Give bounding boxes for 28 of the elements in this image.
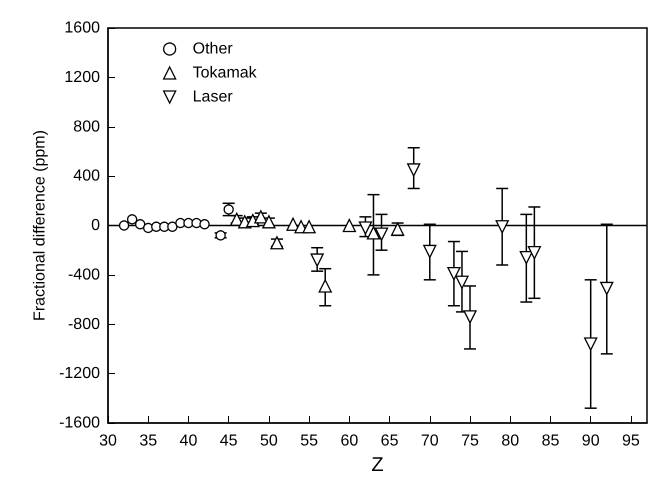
y-tick-label: -800 xyxy=(68,316,100,333)
x-tick-label: 95 xyxy=(622,432,640,450)
legend-label: Tokamak xyxy=(192,64,258,82)
y-tick-label: 1200 xyxy=(64,68,100,86)
x-tick-label: 80 xyxy=(501,432,520,450)
y-tick-label: 0 xyxy=(91,217,100,234)
x-tick-label: 35 xyxy=(139,432,158,450)
x-tick-label: 70 xyxy=(420,432,439,450)
x-tick-label: 75 xyxy=(461,432,480,450)
x-tick-label: 65 xyxy=(380,432,399,450)
legend-label: Laser xyxy=(192,88,234,106)
x-tick-label: 90 xyxy=(582,432,600,450)
y-tick-label: 400 xyxy=(73,168,100,185)
y-tick-label: 800 xyxy=(73,118,100,136)
x-tick-label: 40 xyxy=(180,432,198,450)
x-tick-label: 55 xyxy=(300,432,318,450)
y-tick-label: -1600 xyxy=(59,414,100,432)
y-tick-label: -400 xyxy=(68,266,100,284)
x-tick-label: 85 xyxy=(542,432,560,450)
x-tick-label: 30 xyxy=(99,432,117,450)
y-tick-label: 1600 xyxy=(64,20,100,36)
x-tick-label: 45 xyxy=(220,432,238,450)
x-tick-label: 60 xyxy=(340,432,358,450)
x-axis-title: Z xyxy=(371,454,384,476)
y-axis-title: Fractional difference (ppm) xyxy=(32,130,49,321)
y-tick-label: -1200 xyxy=(59,365,100,382)
legend-label: Other xyxy=(192,40,234,58)
x-tick-label: 50 xyxy=(260,432,278,450)
